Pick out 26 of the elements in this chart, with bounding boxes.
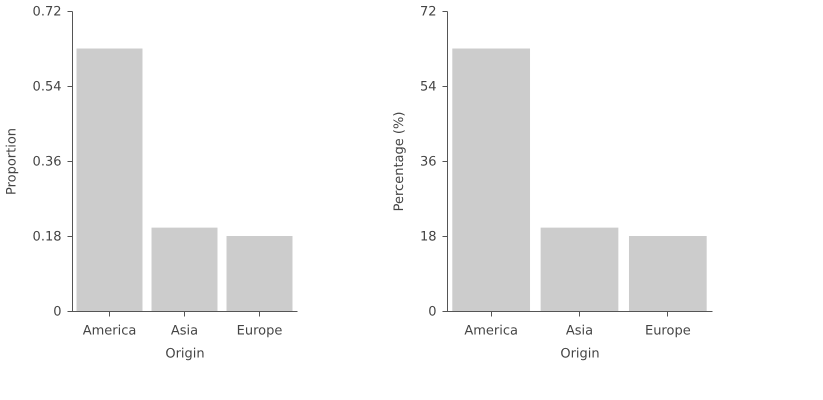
x-tick-label: Europe (236, 324, 282, 338)
x-tick-label: Europe (644, 324, 691, 338)
x-tick-label: America (464, 324, 518, 338)
x-tick-label: Asia (170, 324, 198, 338)
x-axis-title: Origin (165, 346, 205, 362)
y-tick-label: 0.72 (32, 4, 62, 20)
bar (152, 228, 218, 311)
y-tick-label: 0.18 (32, 230, 62, 244)
y-tick-label: 0.54 (32, 80, 62, 94)
y-tick-label: 36 (420, 154, 436, 170)
y-tick-label: 0.36 (32, 154, 62, 170)
y-axis-title: Percentage (%) (392, 112, 407, 212)
bar (540, 228, 618, 311)
x-tick-label: America (82, 324, 136, 338)
x-axis-title: Origin (560, 346, 600, 362)
y-tick-label: 18 (420, 230, 436, 244)
y-tick-label: 0 (53, 304, 62, 320)
y-axis-title: Proportion (4, 128, 20, 196)
y-tick-label: 54 (420, 80, 436, 94)
bar (226, 236, 292, 311)
bar (452, 48, 530, 311)
y-tick-label: 0 (428, 304, 436, 320)
bar (628, 236, 707, 311)
y-tick-label: 72 (420, 4, 436, 20)
bar (76, 48, 142, 311)
x-tick-label: Asia (566, 324, 594, 338)
